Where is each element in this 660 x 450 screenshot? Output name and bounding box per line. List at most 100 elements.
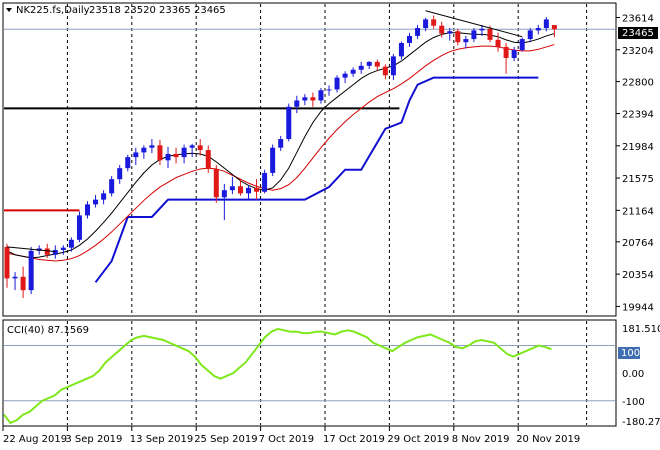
stop-line-path (94, 76, 539, 283)
candle (157, 139, 163, 166)
candle-body (4, 246, 10, 279)
candle (535, 24, 541, 35)
candle (407, 32, 412, 47)
candle-body (101, 193, 107, 200)
candle-body (463, 39, 469, 43)
candle (350, 67, 356, 77)
candle-body (286, 106, 292, 140)
cci-current-tag-bg (618, 347, 640, 359)
candle (503, 42, 509, 74)
candle (318, 87, 324, 104)
candle-body (366, 61, 372, 66)
candle (519, 37, 525, 52)
candle (382, 64, 388, 80)
x-tick-label: 22 Aug 2019 (3, 434, 67, 445)
cci-tick-label: -100 (622, 397, 645, 408)
candle (125, 154, 131, 172)
candle-body (133, 152, 139, 158)
candle (141, 145, 147, 159)
candle-body (407, 35, 412, 43)
candle (149, 139, 155, 154)
candle-body (189, 145, 195, 148)
candle (117, 165, 123, 184)
candle-body (262, 172, 268, 192)
y-tick-label: 20764 (622, 238, 654, 249)
y-tick-label: 23614 (622, 13, 654, 24)
candle-body (431, 19, 437, 26)
candle (68, 237, 74, 252)
candle-body (44, 248, 50, 255)
cci-axis-labels: 181.5102 0.00 -100 -180.2775 (622, 324, 660, 428)
candle (415, 24, 421, 40)
candle-body (294, 100, 300, 107)
candle-body (519, 39, 525, 51)
candle (278, 135, 284, 151)
candle-body (455, 31, 461, 43)
candle-body (246, 187, 251, 194)
candle (463, 35, 469, 49)
candle-body (205, 150, 211, 169)
candle-body (117, 168, 123, 180)
candle-body (93, 199, 99, 205)
price-grid (4, 4, 615, 315)
x-tick-label: 25 Sep 2019 (194, 434, 257, 445)
candle-body (278, 139, 284, 148)
x-tick-label: 17 Oct 2019 (323, 434, 385, 445)
cci-tick-label: -180.2775 (622, 417, 660, 428)
candle-body (181, 147, 187, 158)
candle (101, 190, 107, 205)
candle (93, 194, 99, 208)
candle (270, 144, 276, 177)
candle (286, 103, 292, 142)
candle (495, 32, 501, 52)
cci-label: CCI(40) 87.1569 (7, 325, 89, 336)
collapse-arrow-icon[interactable] (6, 8, 12, 12)
candle (189, 143, 195, 158)
candle-body (398, 42, 404, 57)
candle-body (310, 97, 316, 101)
candle-body (423, 19, 429, 29)
candle-body (358, 65, 364, 70)
candle (20, 266, 26, 299)
candle-body (237, 186, 243, 194)
candle (511, 46, 517, 62)
candle-body (495, 39, 501, 47)
y-tick-label: 20354 (622, 270, 654, 281)
candle (479, 24, 485, 36)
cci-series (3, 327, 552, 425)
candle (398, 41, 404, 60)
cci-line (3, 327, 552, 425)
candle (543, 17, 549, 32)
candle (334, 75, 340, 93)
candle (366, 61, 372, 69)
candle (52, 245, 58, 259)
candle-body (109, 179, 115, 194)
y-tick-label: 22394 (622, 110, 654, 121)
candle-body (125, 157, 131, 169)
y-tick-label: 21164 (622, 206, 654, 217)
candle (28, 246, 34, 295)
candle-body (447, 31, 453, 34)
candle-body (479, 28, 485, 31)
candle-body (543, 19, 549, 29)
candle-body (318, 90, 324, 101)
candle (455, 28, 461, 46)
candle (109, 176, 115, 197)
candle (439, 21, 445, 38)
cci-grid (4, 321, 615, 425)
y-tick-label: 21575 (622, 174, 654, 185)
candle (165, 146, 171, 169)
candle (205, 145, 211, 173)
candle (310, 92, 316, 107)
candle-body (229, 186, 235, 191)
y-tick-label: 23204 (622, 46, 654, 57)
candle (262, 169, 268, 194)
candle-body (221, 190, 227, 198)
candle (229, 176, 235, 195)
candle (4, 243, 10, 288)
x-tick-label: 13 Sep 2019 (130, 434, 193, 445)
candle-body (535, 28, 541, 31)
current-price-tag-bg (618, 27, 658, 39)
x-tick-label: 29 Oct 2019 (387, 434, 449, 445)
